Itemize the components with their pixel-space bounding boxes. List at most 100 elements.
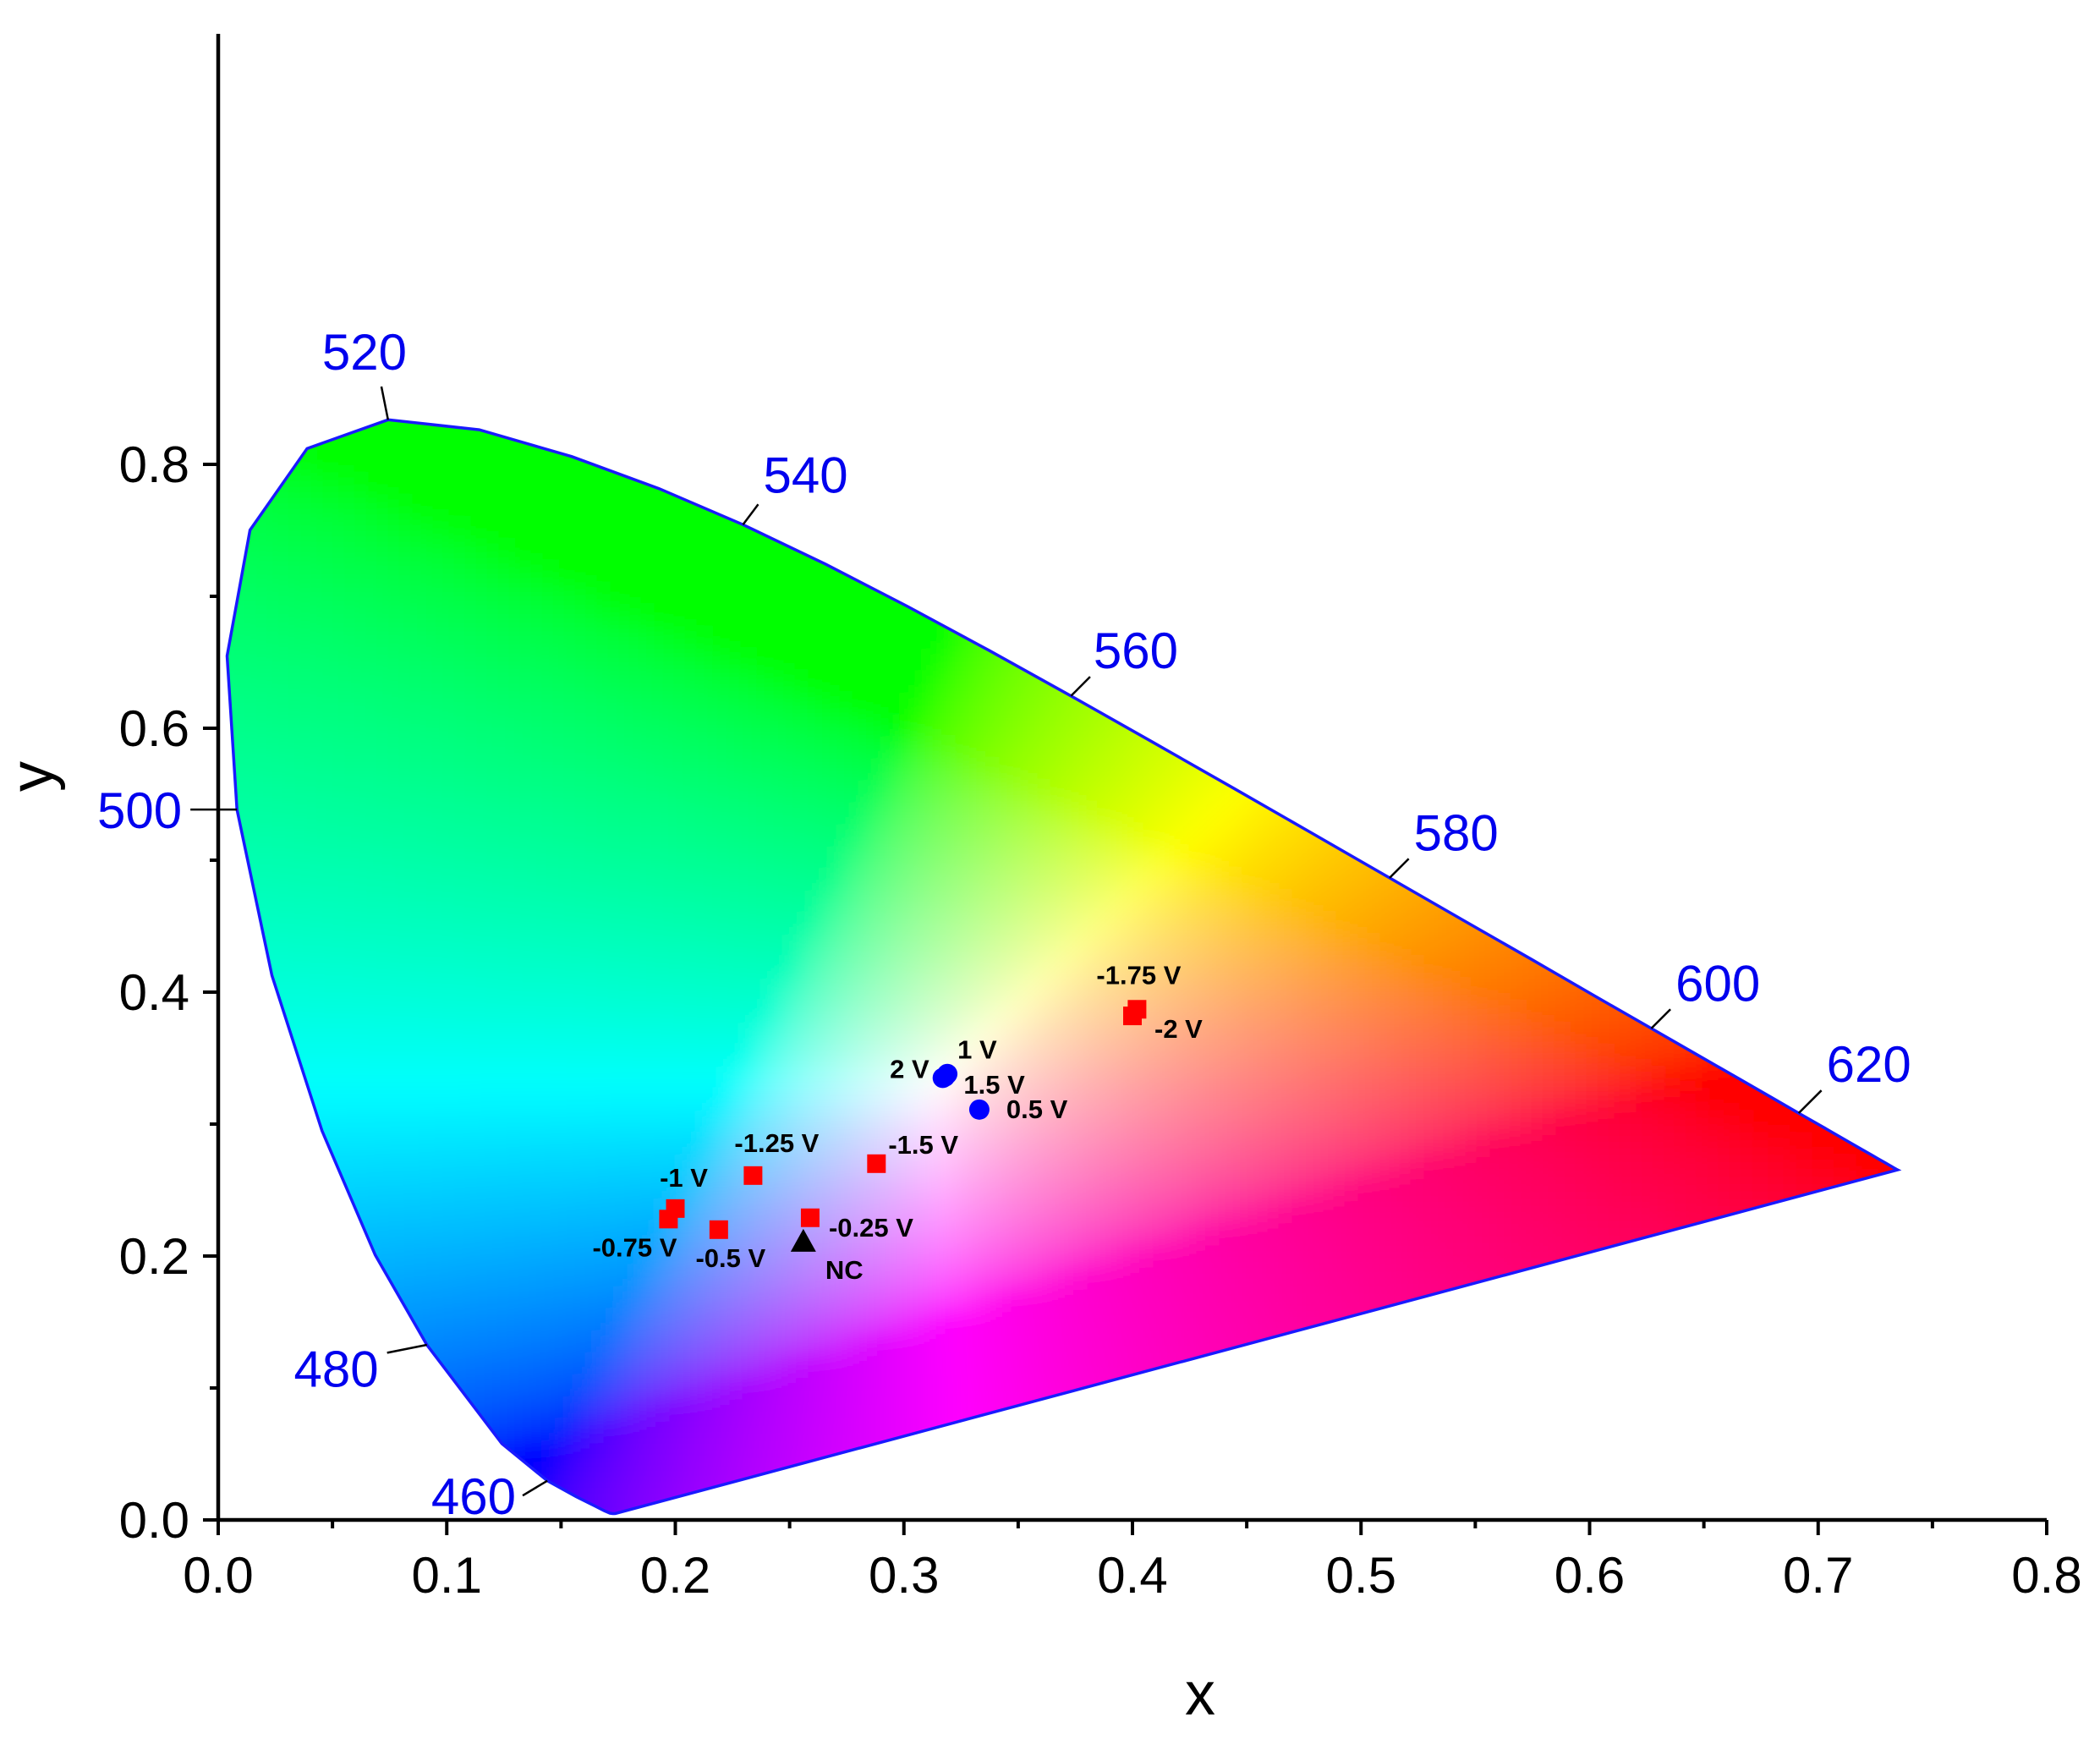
gamut-color-cell: [492, 1177, 515, 1200]
gamut-color-cell: [866, 1462, 889, 1486]
gamut-color-cell: [382, 869, 405, 892]
gamut-color-cell: [338, 1133, 361, 1156]
gamut-color-cell: [338, 420, 361, 431]
gamut-color-cell: [1372, 1133, 1395, 1156]
wavelength-tick-540: [742, 503, 759, 526]
gamut-color-cell: [690, 1308, 713, 1332]
gamut-color-cell: [1482, 1111, 1505, 1134]
gamut-color-cell: [1614, 583, 1637, 606]
gamut-color-cell: [536, 1286, 559, 1310]
gamut-color-cell: [1548, 385, 1571, 408]
gamut-color-cell: [866, 1308, 889, 1332]
gamut-color-cell: [1042, 869, 1065, 892]
gamut-color-cell: [1482, 605, 1505, 628]
gamut-color-cell: [492, 385, 515, 408]
gamut-color-cell: [294, 539, 317, 562]
gamut-color-cell: [1284, 979, 1307, 1002]
gamut-color-cell: [448, 649, 471, 672]
gamut-color-cell: [1042, 913, 1065, 936]
gamut-color-cell: [1328, 1001, 1351, 1024]
gamut-color-cell: [1196, 495, 1219, 518]
gamut-color-cell: [580, 1111, 603, 1134]
gamut-color-cell: [1658, 1462, 1681, 1486]
gamut-color-cell: [602, 737, 625, 760]
gamut-color-cell: [1394, 1264, 1417, 1288]
gamut-color-cell: [1262, 693, 1285, 716]
gamut-color-cell: [1020, 1440, 1043, 1464]
gamut-color-cell: [1768, 759, 1790, 782]
gamut-color-cell: [1042, 781, 1065, 804]
gamut-color-cell: [1548, 649, 1571, 672]
gamut-color-cell: [272, 759, 295, 782]
gamut-color-cell: [316, 1418, 339, 1442]
gamut-color-cell: [1878, 1286, 1898, 1310]
gamut-color-cell: [1592, 649, 1615, 672]
gamut-color-cell: [800, 737, 823, 760]
gamut-color-cell: [866, 693, 889, 716]
gamut-color-cell: [1702, 583, 1724, 606]
gamut-color-cell: [1042, 473, 1065, 496]
gamut-color-cell: [1856, 1308, 1878, 1332]
gamut-color-cell: [712, 957, 735, 980]
gamut-color-cell: [1174, 781, 1197, 804]
gamut-color-cell: [1944, 1374, 1966, 1397]
gamut-color-cell: [1306, 737, 1329, 760]
gamut-color-cell: [1856, 1243, 1878, 1266]
gamut-color-cell: [1746, 671, 1768, 694]
gamut-color-cell: [492, 1374, 515, 1398]
gamut-color-cell: [1504, 539, 1527, 562]
gamut-color-cell: [1130, 420, 1153, 431]
gamut-color-cell: [1944, 1484, 1966, 1507]
gamut-color-cell: [250, 451, 273, 475]
gamut-color-cell: [558, 495, 581, 518]
gamut-color-cell: [404, 1155, 427, 1178]
gamut-color-cell: [1548, 1045, 1571, 1068]
gamut-color-cell: [1768, 1133, 1790, 1156]
gamut-color-cell: [1064, 583, 1087, 606]
gamut-color-cell: [1526, 1396, 1549, 1420]
gamut-color-cell: [1350, 1396, 1373, 1420]
gamut-color-cell: [250, 1264, 273, 1288]
gamut-color-cell: [690, 913, 713, 936]
gamut-color-cell: [1284, 913, 1307, 936]
gamut-color-cell: [1196, 913, 1219, 936]
gamut-color-cell: [294, 935, 317, 958]
gamut-color-cell: [888, 495, 911, 518]
gamut-color-cell: [1218, 1089, 1241, 1112]
gamut-color-cell: [536, 561, 559, 584]
gamut-color-cell: [1284, 420, 1307, 431]
gamut-color-cell: [1218, 627, 1241, 650]
gamut-color-cell: [602, 935, 625, 958]
gamut-color-cell: [976, 957, 999, 980]
gamut-color-cell: [1900, 1484, 1922, 1507]
spectral-locus-outline: [225, 418, 1902, 1516]
gamut-color-cell: [1856, 979, 1878, 1002]
gamut-color-cell: [1636, 473, 1659, 496]
gamut-color-cell: [1174, 517, 1197, 540]
gamut-color-cell: [866, 420, 889, 431]
gamut-color-cell: [1658, 1199, 1681, 1222]
gamut-color-cell: [646, 671, 669, 694]
gamut-color-cell: [1790, 1001, 1812, 1024]
gamut-color-cell: [1548, 1023, 1571, 1046]
gamut-color-cell: [272, 1352, 295, 1376]
gamut-color-cell: [1768, 825, 1790, 848]
gamut-color-cell: [668, 451, 691, 475]
gamut-color-cell: [712, 803, 735, 826]
gamut-color-cell: [1482, 869, 1505, 892]
gamut-color-cell: [734, 847, 757, 870]
gamut-color-cell: [1152, 420, 1175, 431]
gamut-color-cell: [1922, 913, 1944, 935]
x-tick-label: 0.6: [1554, 1547, 1625, 1604]
gamut-color-cell: [1130, 1133, 1153, 1156]
gamut-color-cell: [1306, 1484, 1329, 1508]
gamut-color-cell: [1922, 1111, 1944, 1133]
gamut-color-cell: [1240, 1462, 1263, 1486]
gamut-color-cell: [1768, 1308, 1790, 1332]
gamut-color-cell: [492, 1199, 515, 1222]
gamut-color-cell: [1020, 1374, 1043, 1398]
gamut-color-cell: [932, 1243, 955, 1266]
gamut-color-cell: [668, 583, 691, 606]
gamut-color-cell: [998, 1462, 1021, 1486]
gamut-color-cell: [1790, 495, 1812, 518]
